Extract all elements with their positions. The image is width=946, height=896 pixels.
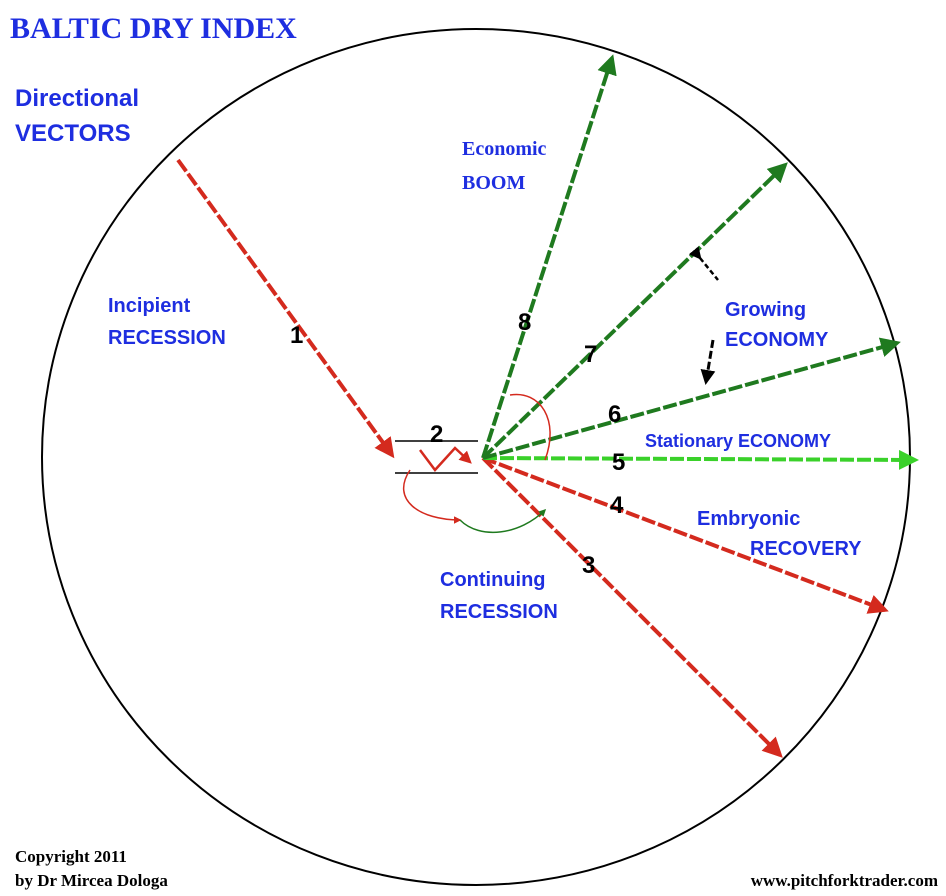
label: RECESSION [108,327,226,349]
vector-number: 3 [582,552,595,579]
label: Incipient [108,295,191,317]
vector-number: 1 [290,322,303,349]
copyright: Copyright 2011 [15,847,127,866]
title: BALTIC DRY INDEX [10,12,297,45]
label: Growing [725,299,806,321]
vector-number: 8 [518,309,531,336]
label: RECESSION [440,601,558,623]
url: www.pitchforktrader.com [751,871,938,890]
vector-number: 6 [608,401,621,428]
vector-number: 4 [610,492,624,519]
label: Embryonic [697,508,800,530]
label: Stationary ECONOMY [645,431,831,451]
label: Economic [462,138,547,160]
vectors [176,54,919,758]
copyright: by Dr Mircea Dologa [15,871,168,890]
subtitle: Directional [15,85,139,112]
label: RECOVERY [750,538,862,560]
subtitle: VECTORS [15,120,131,147]
label: ECONOMY [725,329,829,351]
label: BOOM [462,172,525,194]
vector-number: 7 [584,341,597,368]
vector-number: 5 [612,449,625,476]
loops [395,246,719,533]
vector-number: 2 [430,421,443,448]
label: Continuing [440,569,546,591]
